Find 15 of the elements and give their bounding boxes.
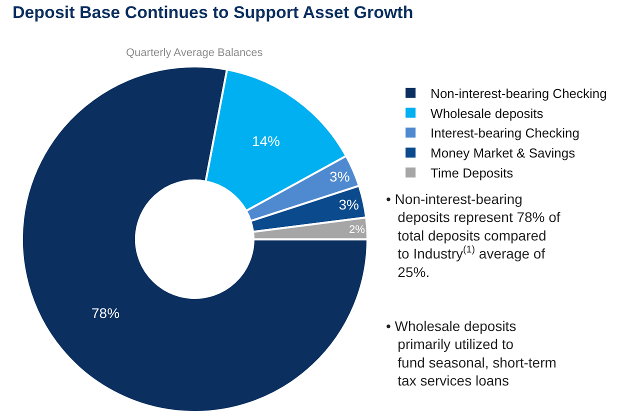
data-label: 3% <box>338 196 359 213</box>
chart-title: Deposit Base Continues to Support Asset Growth <box>12 3 414 22</box>
text: • Wholesale deposits primarily utilized to fund seasonal, short-term tax services loans <box>386 318 556 389</box>
legend-label: Time Deposits <box>430 166 514 181</box>
legend-label: Non-interest-bearing Checking <box>430 86 607 101</box>
donut-slice <box>21 66 369 413</box>
data-label: 2% <box>348 224 366 236</box>
legend-label: Money Market & Savings <box>430 146 576 161</box>
text: • Non-interest-bearing deposits represent 78% of total deposits compared to Industry$^{(1)}$ average of 25%. <box>386 191 560 280</box>
legend-label: Interest-bearing Checking <box>430 126 580 141</box>
data-label: 14% <box>252 133 280 150</box>
data-label: 78% <box>91 305 120 321</box>
data-label: 3% <box>330 168 350 184</box>
chart-subtitle: Quarterly Average Balances <box>126 47 264 59</box>
legend-label: Wholesale deposits <box>430 106 544 121</box>
